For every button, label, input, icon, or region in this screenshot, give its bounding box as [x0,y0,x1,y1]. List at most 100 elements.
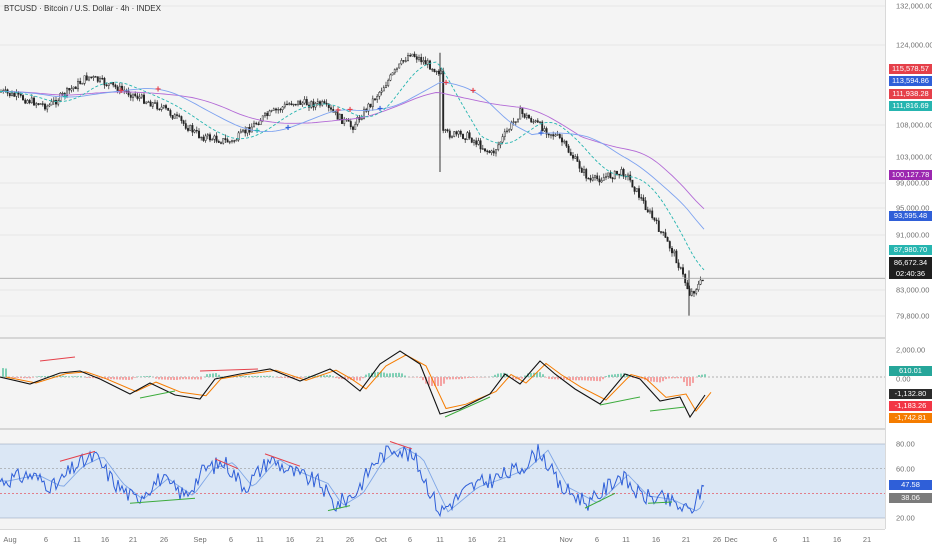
candle-body [493,151,494,153]
candle-body [520,109,521,120]
macd-histogram-bar [329,375,331,377]
time-tick: Aug [3,535,16,544]
candle-body [143,95,144,104]
macd-histogram-bar [383,373,385,377]
time-tick: Sep [193,535,206,544]
candle-body [69,88,70,90]
time-tick: 16 [652,535,660,544]
candle-body [528,115,529,118]
macd-histogram-bar [278,377,280,378]
candle-body [225,138,226,139]
macd-chart[interactable] [0,339,885,428]
ma-price-tag: 111,816.69 [889,101,932,111]
candle-body [374,99,375,100]
candle-body [29,100,30,102]
macd-histogram-bar [194,377,196,379]
macd-histogram-bar [581,377,583,380]
candle-body [284,104,285,107]
candle-body [399,64,400,68]
candle-body [240,131,241,133]
macd-histogram-bar [443,377,445,384]
macd-histogram-bar [17,377,19,378]
candle-body [559,134,560,137]
candle-body [5,90,6,91]
candle-body [84,76,85,84]
macd-histogram-bar [302,377,304,378]
rsi-chart[interactable] [0,430,885,529]
candle-body [687,283,688,289]
macd-histogram-bar [545,377,547,378]
time-tick: 16 [101,535,109,544]
candle-body [311,102,312,108]
macd-histogram-bar [266,376,268,377]
macd-histogram-bar [671,377,673,378]
candle-body [645,201,646,210]
macd-histogram-bar [116,377,118,379]
macd-histogram-bar [2,368,4,377]
candle-body [80,81,81,83]
candle-body [135,94,136,96]
macd-histogram-bar [188,377,190,379]
candle-body [9,93,10,96]
macd-histogram-bar [125,377,127,380]
candle-body [25,100,26,103]
macd-histogram-bar [398,373,400,377]
rsi-tick: 20.00 [896,514,915,523]
candle-body [93,77,94,78]
candle-body [302,103,303,105]
macd-histogram-bar [593,377,595,381]
macd-histogram-bar [26,377,28,378]
candle-body [293,104,294,105]
macd-histogram-bar [500,373,502,377]
ma-price-tag: 111,938.28 [889,89,932,99]
candle-body [223,138,224,143]
macd-histogram-bar [620,374,622,377]
candle-body [22,95,23,100]
candle-body [355,124,356,129]
macd-histogram-bar [131,377,133,379]
candle-body [579,161,580,168]
candle-body [414,54,415,57]
macd-histogram-bar [86,377,88,378]
signal-marker: + [118,86,124,97]
macd-histogram-bar [134,377,136,378]
price-pane[interactable]: +++++++++++ BTCUSD · Bitcoin / U.S. Doll… [0,0,885,337]
candle-body [350,121,351,126]
macd-histogram-bar [542,374,544,377]
candle-body [678,263,679,268]
rsi-pane[interactable] [0,430,885,529]
price-tick: 124,000.00 [896,41,932,50]
candle-body [71,89,72,91]
macd-histogram-bar [179,377,181,379]
price-chart[interactable]: +++++++++++ [0,0,885,337]
candle-body [454,132,455,137]
candle-body [504,132,505,137]
candle-body [482,149,483,150]
time-tick: 11 [73,535,81,544]
macd-histogram-bar [191,377,193,379]
macd-histogram-bar [200,377,202,379]
macd-histogram-bar [419,377,421,378]
candle-body [242,130,243,131]
macd-histogram-bar [389,373,391,377]
macd-histogram-bar [683,377,685,382]
time-tick: 16 [468,535,476,544]
candle-body [82,83,83,84]
macd-tick: 2,000.00 [896,346,925,355]
candle-body [209,135,210,140]
macd-histogram-bar [554,377,556,379]
candle-body [412,54,413,56]
candle-body [522,109,523,114]
candle-body [458,131,459,134]
macd-pane[interactable] [0,339,885,428]
symbol-title[interactable]: BTCUSD · Bitcoin / U.S. Dollar · 4h · IN… [4,4,161,13]
bullish-divergence-line [140,391,175,398]
macd-histogram-bar [596,377,598,381]
macd-histogram-bar [665,377,667,379]
candle-body [418,57,419,59]
macd-histogram-bar [62,376,64,377]
candle-body [14,93,15,96]
candle-body [656,220,657,221]
